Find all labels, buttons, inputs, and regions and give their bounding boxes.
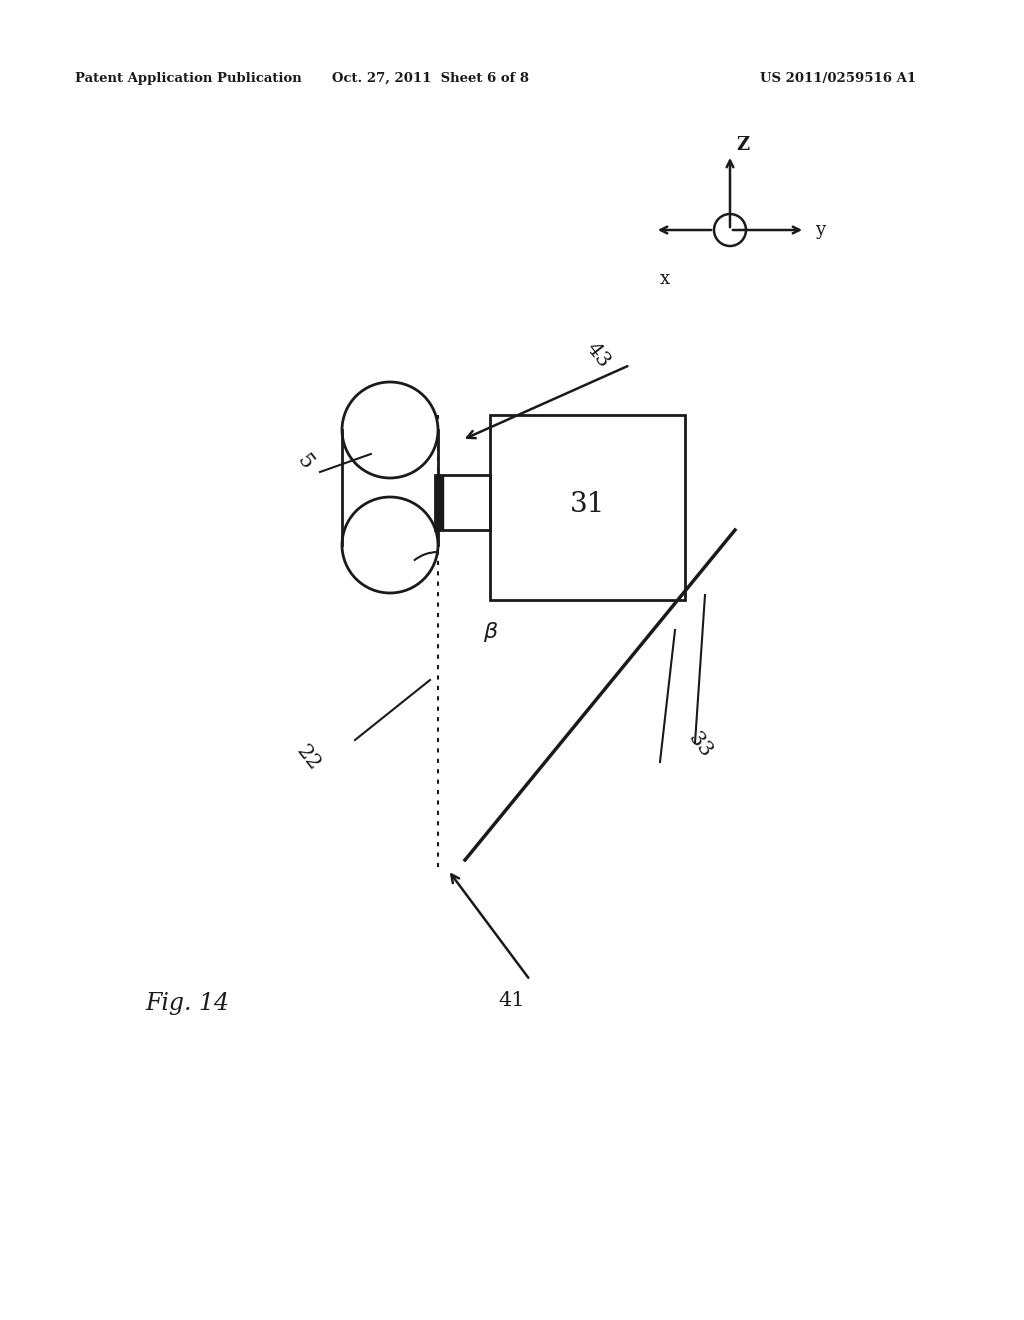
Text: $\beta$: $\beta$ [483,620,499,644]
Text: y: y [815,220,825,239]
Text: Patent Application Publication: Patent Application Publication [75,73,302,84]
Text: 31: 31 [570,491,605,519]
Text: 43: 43 [583,339,613,371]
Text: 41: 41 [499,990,525,1010]
Text: x: x [659,271,670,288]
Text: Fig. 14: Fig. 14 [145,993,229,1015]
Text: 22: 22 [293,742,324,775]
Bar [435,475,443,531]
Text: 5: 5 [294,451,316,473]
Text: Oct. 27, 2011  Sheet 6 of 8: Oct. 27, 2011 Sheet 6 of 8 [332,73,528,84]
Bar [435,475,490,531]
Text: US 2011/0259516 A1: US 2011/0259516 A1 [760,73,916,84]
Text: 33: 33 [684,729,716,762]
Text: Z: Z [736,136,750,154]
Bar [490,414,685,601]
